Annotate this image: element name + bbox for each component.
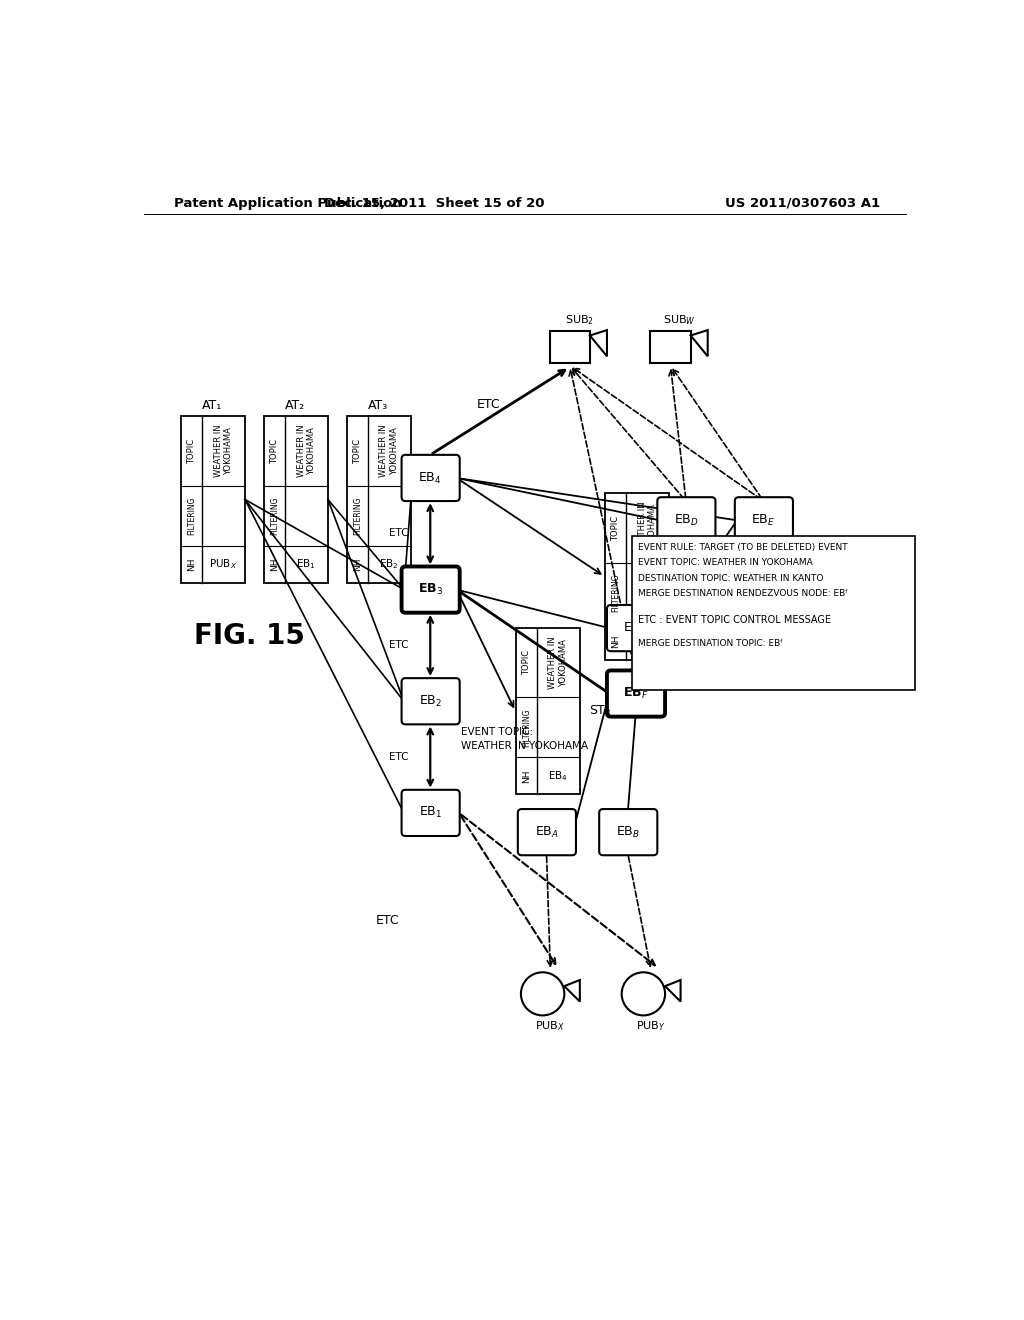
Text: EVENT TOPIC:: EVENT TOPIC: [461, 727, 534, 737]
Text: ETC: ETC [389, 751, 409, 762]
Bar [650, 331, 690, 363]
Text: SUB$_2$: SUB$_2$ [564, 313, 594, 327]
Text: EB$_F$: EB$_F$ [623, 686, 648, 701]
Circle shape [622, 973, 665, 1015]
Text: EVENT TOPIC: WEATHER IN YOKOHAMA: EVENT TOPIC: WEATHER IN YOKOHAMA [638, 558, 813, 568]
Text: EB$_3$: EB$_3$ [418, 582, 442, 597]
Text: SUB$_W$: SUB$_W$ [664, 313, 696, 327]
FancyBboxPatch shape [518, 809, 575, 855]
Text: EB$_B$: EB$_B$ [615, 825, 640, 840]
Text: FILTERING: FILTERING [611, 573, 620, 612]
Text: AT₃: AT₃ [369, 399, 388, 412]
Bar [604, 494, 669, 660]
Bar [632, 536, 914, 689]
Polygon shape [564, 979, 580, 1002]
Bar [550, 331, 590, 363]
Polygon shape [590, 330, 607, 356]
Text: TOPIC: TOPIC [522, 651, 530, 676]
Polygon shape [665, 979, 681, 1002]
FancyBboxPatch shape [735, 498, 793, 544]
Text: FILTERING: FILTERING [187, 496, 196, 535]
Text: NH: NH [270, 557, 279, 572]
Text: WEATHER IN
YOKOHAMA: WEATHER IN YOKOHAMA [638, 502, 657, 554]
FancyBboxPatch shape [401, 455, 460, 502]
Text: EB$_1$: EB$_1$ [296, 557, 316, 572]
Text: ETC: ETC [477, 399, 501, 412]
Text: EVENT RULE: TARGET (TO BE DELETED) EVENT: EVENT RULE: TARGET (TO BE DELETED) EVENT [638, 543, 848, 552]
Text: SUB$_2$: SUB$_2$ [634, 635, 660, 648]
Text: PUB$_Y$: PUB$_Y$ [636, 1019, 666, 1034]
Text: NH: NH [187, 557, 196, 572]
Circle shape [521, 973, 564, 1015]
Text: ST$_3$: ST$_3$ [589, 704, 611, 719]
Text: TOPIC: TOPIC [611, 515, 620, 541]
Text: EB$_4$: EB$_4$ [548, 770, 568, 783]
Text: Patent Application Publication: Patent Application Publication [174, 197, 402, 210]
Text: MERGE DESTINATION RENDEZVOUS NODE: EBᶠ: MERGE DESTINATION RENDEZVOUS NODE: EBᶠ [638, 589, 848, 598]
Text: FILTERING: FILTERING [353, 496, 361, 535]
Text: FILTERING: FILTERING [270, 496, 279, 535]
Text: NH: NH [522, 770, 530, 783]
Text: ETC: ETC [389, 640, 409, 649]
Text: AT₂: AT₂ [286, 399, 305, 412]
Text: EB$_2$: EB$_2$ [379, 557, 399, 572]
FancyBboxPatch shape [401, 789, 460, 836]
Text: WEATHER IN
YOKOHAMA: WEATHER IN YOKOHAMA [297, 425, 316, 478]
Text: EB$_A$: EB$_A$ [535, 825, 558, 840]
Text: EB$_4$: EB$_4$ [419, 470, 442, 486]
Text: Dec. 15, 2011  Sheet 15 of 20: Dec. 15, 2011 Sheet 15 of 20 [324, 197, 545, 210]
Bar [180, 416, 245, 582]
FancyBboxPatch shape [657, 498, 716, 544]
FancyBboxPatch shape [599, 809, 657, 855]
Text: FILTERING: FILTERING [522, 708, 530, 747]
Text: ETC: ETC [376, 915, 399, 927]
Text: EB$_C$: EB$_C$ [624, 620, 648, 636]
Text: NH: NH [353, 557, 361, 572]
Text: ST$_4$: ST$_4$ [678, 569, 700, 583]
Text: WEATHER IN
YOKOHAMA: WEATHER IN YOKOHAMA [549, 636, 568, 689]
Text: TOPIC: TOPIC [353, 438, 361, 463]
Text: ETC: ETC [389, 528, 409, 539]
Text: PUB$_X$: PUB$_X$ [209, 557, 238, 572]
Text: TOPIC: TOPIC [270, 438, 279, 463]
Text: NH: NH [611, 635, 620, 648]
Text: EB$_D$: EB$_D$ [674, 512, 698, 528]
Text: TOPIC: TOPIC [187, 438, 196, 463]
Text: ETC : EVENT TOPIC CONTROL MESSAGE: ETC : EVENT TOPIC CONTROL MESSAGE [638, 615, 830, 626]
Text: EB$_2$: EB$_2$ [419, 694, 441, 709]
Text: WEATHER IN
YOKOHAMA: WEATHER IN YOKOHAMA [380, 425, 399, 478]
FancyBboxPatch shape [607, 671, 665, 717]
FancyBboxPatch shape [401, 566, 460, 612]
Text: AT₁: AT₁ [203, 399, 222, 412]
Text: MERGE DESTINATION TOPIC: EBᶠ: MERGE DESTINATION TOPIC: EBᶠ [638, 639, 783, 648]
FancyBboxPatch shape [607, 605, 665, 651]
Bar [346, 416, 411, 582]
FancyBboxPatch shape [401, 678, 460, 725]
Text: DESTINATION TOPIC: WEATHER IN KANTO: DESTINATION TOPIC: WEATHER IN KANTO [638, 574, 823, 582]
Text: FIG. 15: FIG. 15 [194, 622, 305, 649]
Bar [263, 416, 328, 582]
Polygon shape [690, 330, 708, 356]
Text: WEATHER IN YOKOHAMA: WEATHER IN YOKOHAMA [461, 741, 589, 751]
Bar [515, 628, 580, 795]
Text: EB$_1$: EB$_1$ [419, 805, 442, 821]
Text: PUB$_X$: PUB$_X$ [536, 1019, 565, 1034]
Text: EB$_E$: EB$_E$ [752, 512, 775, 528]
Text: US 2011/0307603 A1: US 2011/0307603 A1 [725, 197, 880, 210]
Text: WEATHER IN
YOKOHAMA: WEATHER IN YOKOHAMA [214, 425, 233, 478]
